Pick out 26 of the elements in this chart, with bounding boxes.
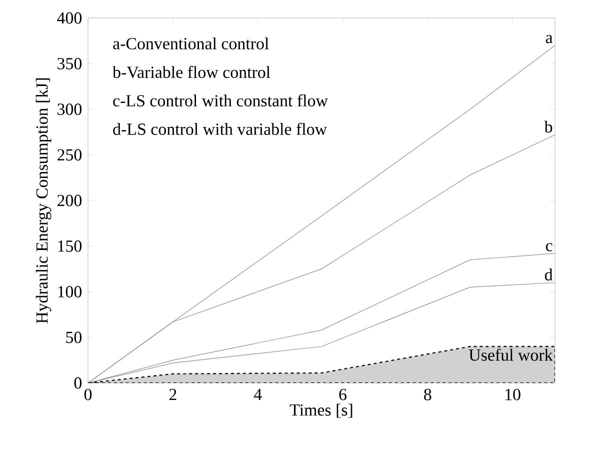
y-tick-label: 250 <box>58 149 82 161</box>
x-axis-title: Times [s] <box>290 404 352 418</box>
y-tick-label: 350 <box>58 58 82 70</box>
series-label: b <box>544 120 552 133</box>
series-label: c <box>546 243 552 252</box>
annotation: c-LS control with constant flow <box>113 94 328 106</box>
series-label: a <box>546 35 553 44</box>
series-label: Useful work <box>468 348 553 361</box>
y-axis-title: Hydraulic Energy Consumption [kJ] <box>36 78 52 324</box>
y-tick-label: 200 <box>58 194 82 206</box>
x-tick-label: 8 <box>424 388 432 400</box>
x-tick-label: 4 <box>254 388 262 400</box>
annotation: b-Variable flow control <box>112 66 270 78</box>
x-tick-label: 2 <box>169 388 176 400</box>
y-tick-label: 100 <box>58 286 82 298</box>
y-tick-label: 0 <box>74 377 82 389</box>
annotation: a-Conventional control <box>113 37 269 50</box>
x-tick-label: 6 <box>339 388 346 400</box>
y-tick-label: 150 <box>58 240 82 252</box>
series-label: d <box>544 268 553 280</box>
x-tick-label: 0 <box>84 388 92 400</box>
y-tick-label: 400 <box>57 12 82 24</box>
annotation: d-LS control with variable flow <box>113 122 327 135</box>
x-tick-label: 10 <box>506 388 520 400</box>
y-tick-label: 50 <box>66 332 82 344</box>
y-tick-label: 300 <box>58 104 82 115</box>
